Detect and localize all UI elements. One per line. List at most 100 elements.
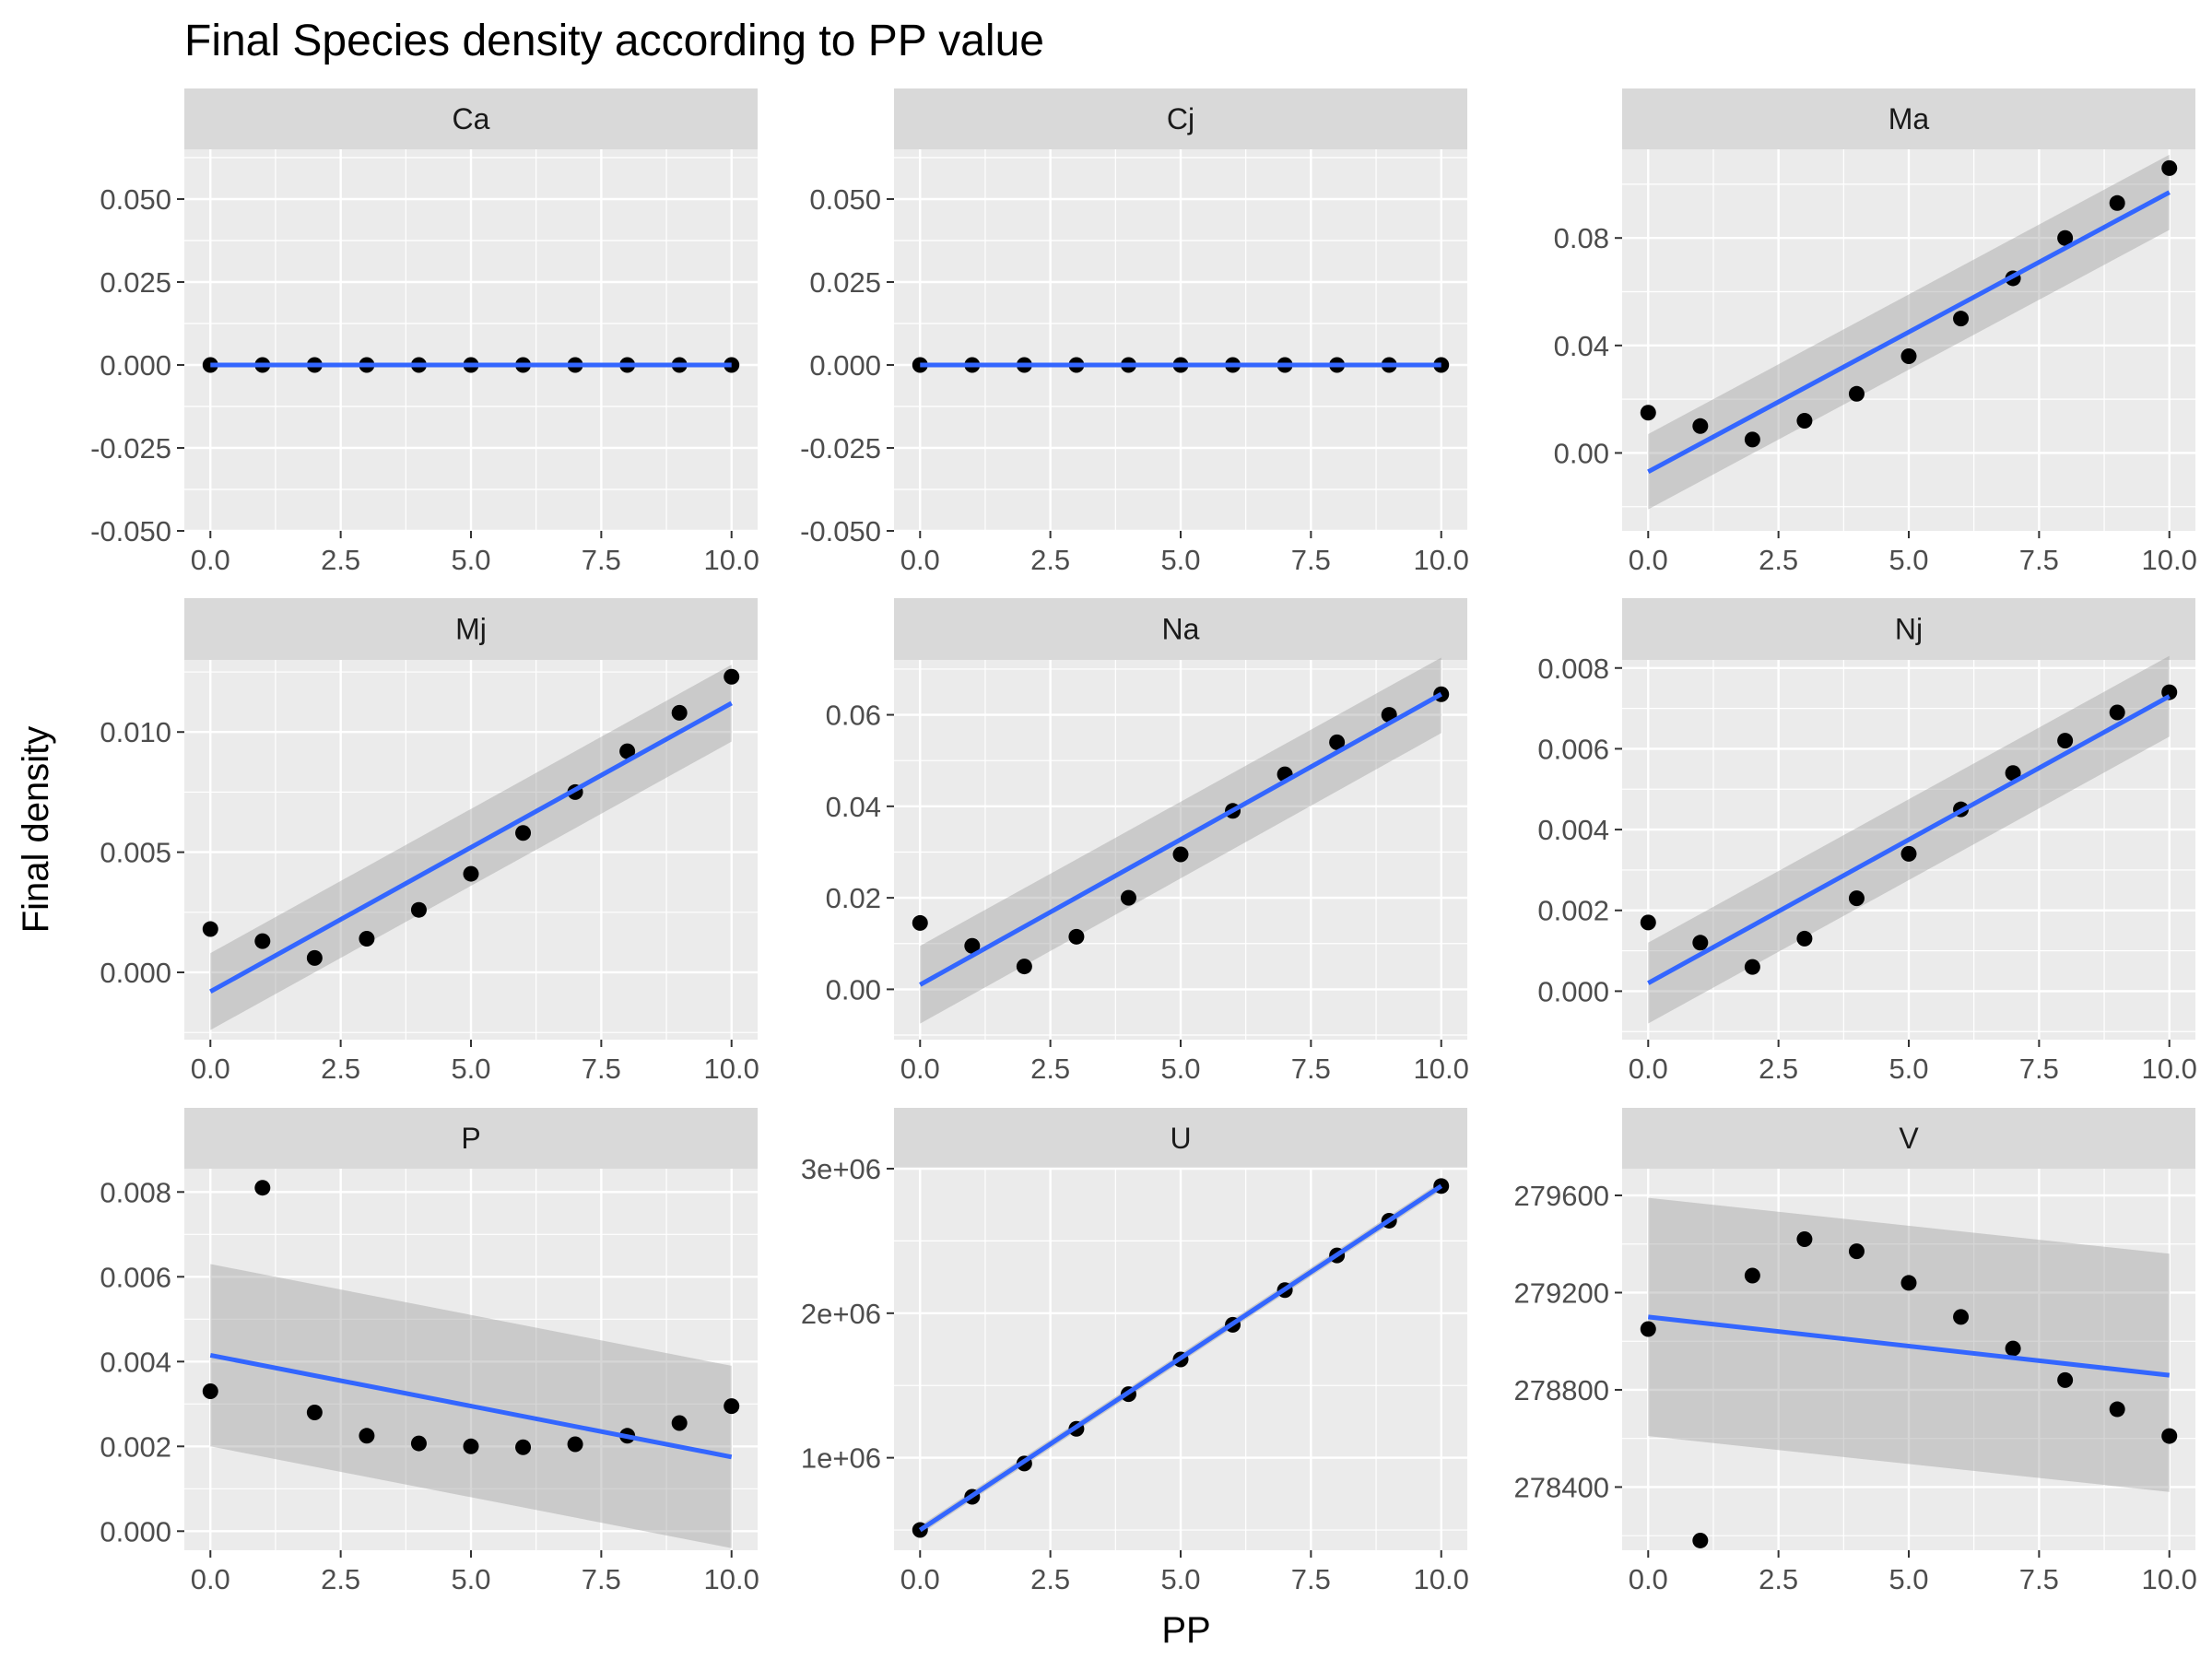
x-tick-label: 5.0	[1888, 544, 1928, 576]
facet-panel-v: V 278400 278800 279200 279600 0.0 2.5 5.0 7.5 10.…	[1514, 1108, 2197, 1595]
x-axis-title: PP	[1161, 1610, 1210, 1651]
fit-line	[1647, 1314, 2171, 1378]
x-tick-label: 10.0	[2142, 544, 2197, 576]
data-point	[671, 704, 688, 721]
data-point	[1692, 1532, 1709, 1548]
x-tick-label: 10.0	[1414, 1053, 1469, 1085]
x-tick-label: 0.0	[191, 1563, 230, 1595]
facet-panels: Ca -0.050 -0.025 0.000 0.025 0.050 0.0 2.5 5.0 7.…	[90, 88, 2197, 1595]
y-tick-label: 0.02	[826, 882, 881, 914]
data-point	[254, 1180, 271, 1196]
data-point	[1953, 1309, 1970, 1325]
y-tick-label: 278400	[1514, 1471, 1609, 1503]
x-tick-label: 10.0	[1414, 1563, 1469, 1595]
data-point	[359, 930, 375, 947]
x-tick-label: 7.5	[582, 1053, 621, 1085]
data-point	[2109, 704, 2125, 721]
y-tick-label: 0.000	[809, 349, 881, 382]
data-point	[2005, 765, 2021, 782]
facet-strip-label: Mj	[455, 613, 487, 646]
data-point	[671, 1415, 688, 1431]
data-point	[2057, 733, 2074, 749]
y-tick-label: 0.005	[100, 837, 171, 869]
y-tick-label: -0.025	[800, 432, 881, 465]
data-point	[1329, 734, 1346, 750]
facet-panel-ma: Ma 0.00 0.04 0.08 0.0 2.5 5.0 7.5 10.0	[1554, 88, 2197, 576]
data-point	[254, 933, 271, 949]
data-point	[2109, 194, 2125, 211]
facet-strip-label: Ca	[453, 102, 490, 135]
data-point	[2109, 1401, 2125, 1418]
facet-panel-u: U 1e+06 2e+06 3e+06 0.0 2.5 5.0 7.5 10.0	[801, 1108, 1469, 1595]
y-tick-label: -0.050	[90, 515, 171, 547]
facet-strip	[184, 88, 758, 149]
data-point	[1796, 930, 1813, 947]
y-tick-label: 0.000	[100, 349, 171, 382]
data-point	[1900, 845, 1917, 862]
x-tick-label: 5.0	[1160, 544, 1200, 576]
x-tick-label: 5.0	[1888, 1563, 1928, 1595]
data-point	[202, 1383, 218, 1399]
data-point	[1848, 1243, 1865, 1260]
y-tick-label: 0.000	[100, 957, 171, 989]
x-tick-label: 0.0	[1629, 544, 1668, 576]
data-point	[1692, 935, 1709, 951]
facet-panel-nj: Nj 0.000 0.002 0.004 0.006 0.008 0.0 2.5 5.0 7.5 1…	[1537, 598, 2197, 1085]
data-point	[2005, 1340, 2021, 1357]
data-point	[1900, 347, 1917, 364]
y-tick-label: 0.008	[1537, 653, 1609, 685]
facet-strip	[1622, 598, 2195, 660]
data-point	[410, 901, 427, 918]
x-tick-label: 7.5	[2019, 544, 2059, 576]
data-point	[619, 743, 636, 759]
data-point	[567, 1436, 583, 1453]
data-point	[1016, 959, 1032, 975]
x-tick-label: 0.0	[191, 1053, 230, 1085]
data-point	[359, 1428, 375, 1444]
y-tick-label: 279200	[1514, 1277, 1609, 1309]
y-tick-label: 0.006	[1537, 733, 1609, 765]
y-tick-label: 0.025	[809, 266, 881, 299]
x-tick-label: 7.5	[582, 1563, 621, 1595]
y-tick-label: 0.050	[100, 183, 171, 216]
facet-strip	[184, 1108, 758, 1169]
x-tick-label: 0.0	[900, 1563, 940, 1595]
data-point	[1744, 959, 1760, 975]
data-point	[1068, 928, 1085, 945]
data-point	[306, 949, 323, 966]
facet-panel-ca: Ca -0.050 -0.025 0.000 0.025 0.050 0.0 2.5 5.0 7.…	[90, 88, 759, 576]
data-point	[1848, 890, 1865, 907]
x-tick-label: 2.5	[1759, 1053, 1798, 1085]
y-axis-title: Final density	[16, 726, 56, 934]
x-tick-label: 5.0	[1160, 1053, 1200, 1085]
fit-line	[209, 1352, 733, 1460]
x-tick-label: 2.5	[321, 1053, 360, 1085]
y-tick-label: 0.010	[100, 716, 171, 748]
data-point	[1796, 412, 1813, 429]
data-point	[306, 1405, 323, 1420]
x-tick-label: 10.0	[704, 1053, 759, 1085]
facet-panel-mj: Mj 0.000 0.005 0.010 0.0 2.5 5.0 7.5 10.0	[100, 598, 759, 1085]
facet-strip	[1622, 1108, 2195, 1169]
x-tick-label: 2.5	[1759, 544, 1798, 576]
y-tick-label: -0.050	[800, 515, 881, 547]
x-tick-label: 10.0	[2142, 1053, 2197, 1085]
data-point	[515, 1439, 532, 1455]
data-point	[463, 1438, 479, 1454]
x-tick-label: 7.5	[1291, 1563, 1331, 1595]
y-tick-label: 0.08	[1554, 222, 1609, 254]
facet-strip-label: Cj	[1167, 102, 1194, 135]
data-point	[2161, 1428, 2178, 1444]
x-tick-label: 2.5	[1030, 1563, 1070, 1595]
facet-strip	[1622, 88, 2195, 149]
data-point	[1744, 431, 1760, 448]
facet-panel-cj: Cj -0.050 -0.025 0.000 0.025 0.050 0.0 2.5 5.0 7.…	[800, 88, 1469, 576]
x-tick-label: 10.0	[2142, 1563, 2197, 1595]
x-tick-label: 2.5	[321, 544, 360, 576]
y-tick-label: 0.000	[100, 1515, 171, 1547]
y-tick-label: 0.050	[809, 183, 881, 216]
facet-strip-label: Ma	[1888, 102, 1930, 135]
x-tick-label: 5.0	[451, 1563, 490, 1595]
data-point	[2161, 159, 2178, 176]
